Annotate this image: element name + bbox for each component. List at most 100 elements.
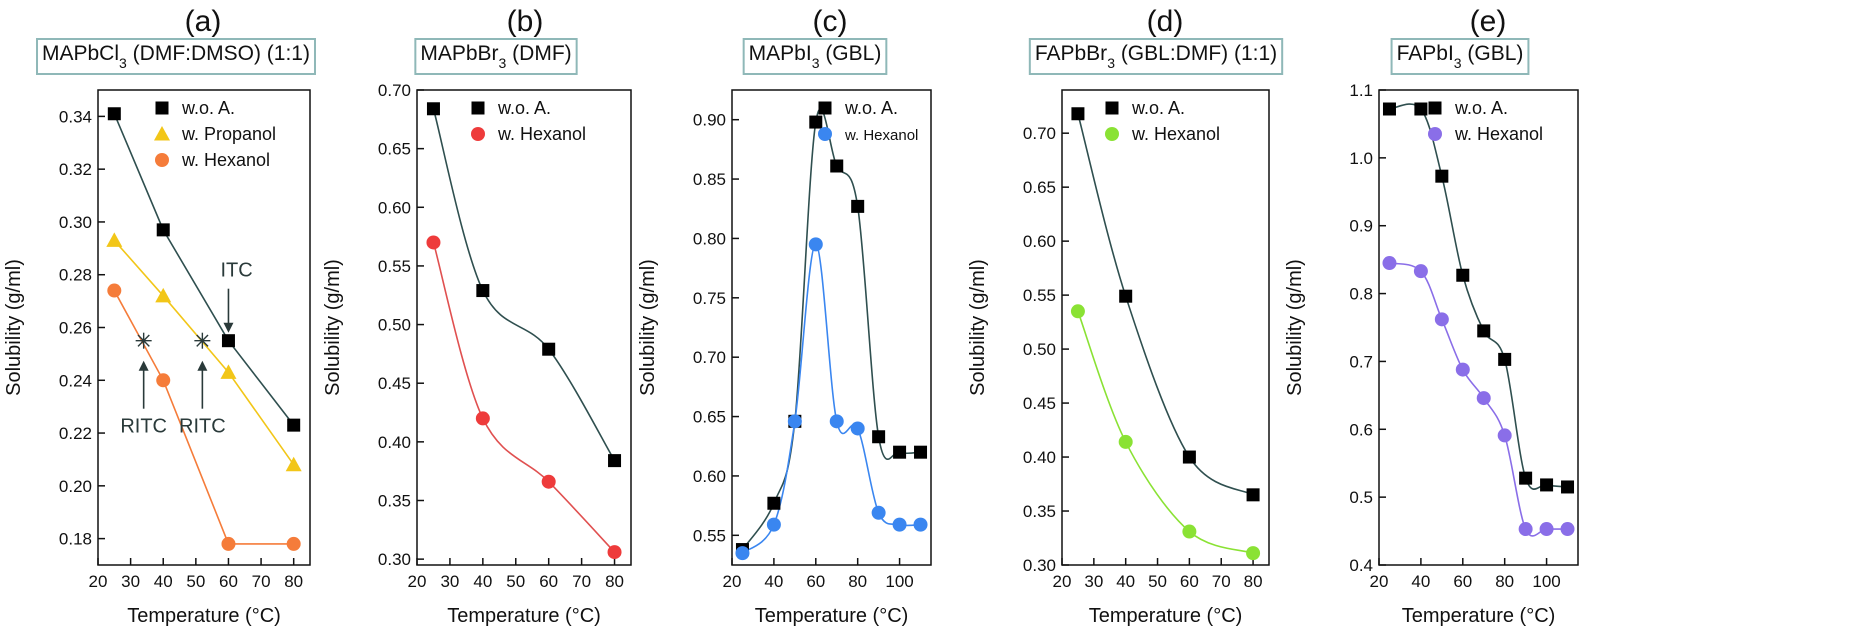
data-point-series-2 xyxy=(871,505,886,520)
data-point-series-1 xyxy=(1119,289,1133,303)
data-point-series-3 xyxy=(286,536,301,551)
title-part: (DMF:DMSO) (1:1) xyxy=(127,42,310,65)
data-point-series-1 xyxy=(1435,169,1449,183)
title-part: (GBL) xyxy=(1462,42,1524,65)
data-point-series-2 xyxy=(766,517,781,532)
x-tick-label: 50 xyxy=(186,572,205,591)
data-point-series-1 xyxy=(830,159,844,173)
x-axis-label: Temperature (°C) xyxy=(127,605,281,627)
data-point-series-2 xyxy=(1434,312,1449,327)
x-tick-label: 40 xyxy=(154,572,173,591)
panel-letter: (a) xyxy=(185,5,222,38)
data-point-series-1 xyxy=(107,107,121,121)
chart-title: MAPbI3 (GBL) xyxy=(749,42,882,71)
y-tick-label: 0.30 xyxy=(1023,556,1056,575)
chart-panel-2: (b) MAPbBr3 (DMF) 20 30 40 50 60 70 80 0.30 0.35 0.… xyxy=(322,5,632,627)
data-point-series-1 xyxy=(914,445,928,459)
legend-marker-2 xyxy=(818,127,832,141)
y-tick-label: 0.60 xyxy=(378,198,411,217)
x-tick-label: 40 xyxy=(764,572,783,591)
data-point-series-1 xyxy=(221,334,235,348)
y-tick-label: 0.8 xyxy=(1349,285,1373,304)
data-point-series-2 xyxy=(1518,522,1533,537)
y-tick-label: 0.65 xyxy=(378,140,411,159)
data-point-series-3 xyxy=(107,283,122,298)
y-tick-label: 0.35 xyxy=(378,491,411,510)
data-point-series-2 xyxy=(607,545,622,560)
y-axis-label: Solubility (g/ml) xyxy=(637,259,659,396)
y-tick-label: 1.0 xyxy=(1349,149,1373,168)
legend-marker-2 xyxy=(154,126,170,141)
y-tick-label: 0.60 xyxy=(693,467,726,486)
title-subscript: 3 xyxy=(1107,55,1115,71)
title-part: (GBL) xyxy=(819,42,881,65)
legend-label-2: w. Hexanol xyxy=(1131,124,1220,144)
data-point-series-2 xyxy=(1476,391,1491,406)
plot-frame xyxy=(1061,89,1270,566)
chart-panel-4: (d) FAPbBr3 (GBL:DMF) (1:1) 20 30 40 50 60 70 80… xyxy=(967,5,1284,627)
data-point-series-1 xyxy=(426,102,440,116)
y-tick-label: 0.65 xyxy=(693,408,726,427)
y-tick-label: 0.28 xyxy=(59,266,92,285)
legend-marker-1 xyxy=(1105,101,1119,115)
data-point-series-1 xyxy=(851,199,865,213)
data-point-series-1 xyxy=(1498,352,1512,366)
title-part: (GBL:DMF) (1:1) xyxy=(1115,42,1277,65)
x-tick-label: 20 xyxy=(1370,572,1389,591)
x-tick-label: 30 xyxy=(121,572,140,591)
y-tick-label: 0.55 xyxy=(378,257,411,276)
x-tick-label: 20 xyxy=(89,572,108,591)
data-point-series-1 xyxy=(1414,102,1428,116)
title-part: (DMF) xyxy=(506,42,571,65)
title-part: MAPbBr xyxy=(420,42,498,65)
y-axis-label: Solubility (g/ml) xyxy=(322,259,344,396)
legend-label-1: w.o. A. xyxy=(1131,98,1185,118)
y-tick-label: 0.70 xyxy=(693,348,726,367)
data-point-series-2 xyxy=(1182,524,1197,539)
x-axis-label: Temperature (°C) xyxy=(755,605,909,627)
data-point-series-1 xyxy=(476,284,490,298)
x-tick-label: 60 xyxy=(539,572,558,591)
x-tick-label: 60 xyxy=(806,572,825,591)
y-tick-label: 0.70 xyxy=(1023,124,1056,143)
y-tick-label: 0.35 xyxy=(1023,502,1056,521)
data-point-series-3 xyxy=(156,373,171,388)
data-point-series-2 xyxy=(892,517,907,532)
y-tick-label: 0.85 xyxy=(693,170,726,189)
x-tick-label: 40 xyxy=(473,572,492,591)
y-tick-label: 0.32 xyxy=(59,160,92,179)
y-tick-label: 0.45 xyxy=(378,374,411,393)
y-tick-label: 0.50 xyxy=(1023,340,1056,359)
y-tick-label: 0.40 xyxy=(378,433,411,452)
data-point-series-1 xyxy=(156,223,170,237)
x-tick-label: 80 xyxy=(1244,572,1263,591)
data-point-series-2 xyxy=(1455,362,1470,377)
data-point-series-2 xyxy=(829,414,844,429)
y-tick-label: 0.34 xyxy=(59,107,92,126)
y-tick-label: 0.60 xyxy=(1023,232,1056,251)
x-tick-label: 70 xyxy=(252,572,271,591)
x-axis-label: Temperature (°C) xyxy=(1402,605,1556,627)
title-part: FAPbBr xyxy=(1035,42,1107,65)
data-point-series-2 xyxy=(155,287,172,303)
x-tick-label: 50 xyxy=(506,572,525,591)
data-point-series-1 xyxy=(287,418,301,432)
plot-frame xyxy=(1378,89,1579,566)
series-line-2 xyxy=(1077,311,1254,554)
annotation-label-ritc: RITC xyxy=(179,416,226,438)
y-tick-label: 0.75 xyxy=(693,289,726,308)
chart-title: FAPbI3 (GBL) xyxy=(1397,42,1524,71)
y-tick-label: 0.50 xyxy=(378,316,411,335)
legend-label-2: w. Hexanol xyxy=(497,124,586,144)
legend-marker-2 xyxy=(1428,127,1442,141)
data-point-series-2 xyxy=(913,517,928,532)
data-point-series-1 xyxy=(893,445,907,459)
data-point-series-2 xyxy=(1539,522,1554,537)
y-tick-label: 0.9 xyxy=(1349,217,1373,236)
data-point-series-1 xyxy=(1540,478,1554,492)
annotation-arrowhead xyxy=(138,360,149,371)
title-part: FAPbI xyxy=(1397,42,1454,65)
x-axis-label: Temperature (°C) xyxy=(447,605,601,627)
plot-frame xyxy=(731,89,932,566)
title-subscript: 3 xyxy=(119,55,127,71)
